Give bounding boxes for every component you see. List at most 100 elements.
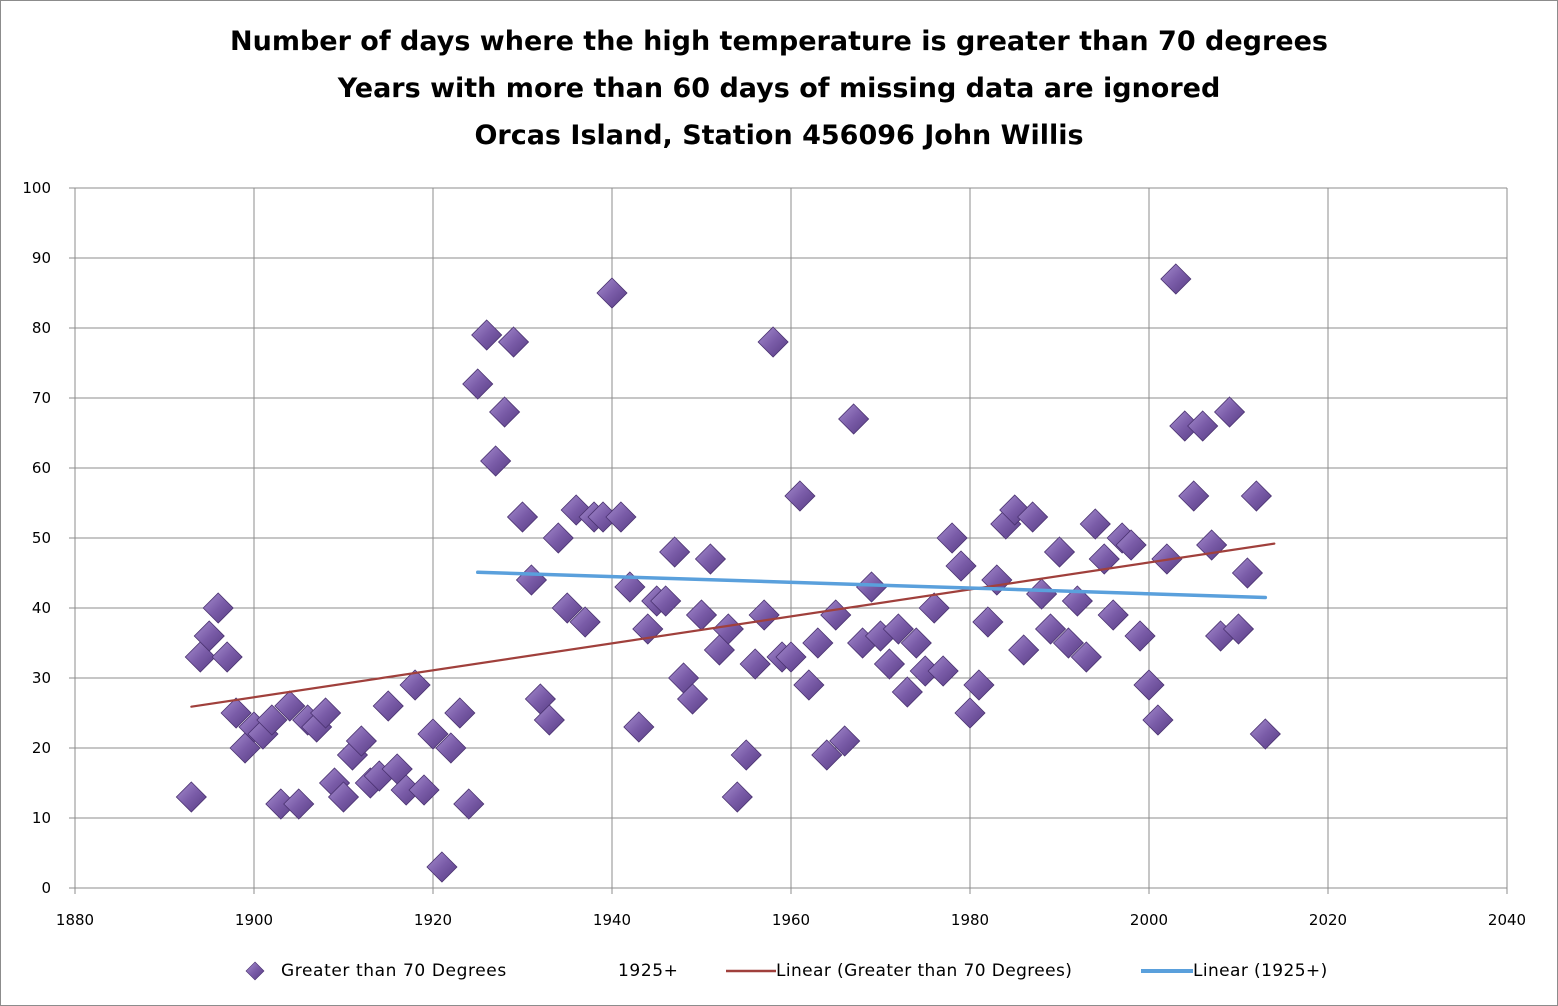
data-point (1026, 578, 1058, 610)
data-point (202, 592, 234, 624)
data-point (855, 571, 888, 603)
data-point (435, 732, 467, 764)
data-point (256, 704, 288, 736)
data-point (1222, 613, 1255, 645)
x-tick-label: 2020 (1309, 911, 1347, 929)
data-point (372, 690, 404, 722)
y-tick-label: 50 (32, 529, 51, 547)
data-point (1088, 543, 1120, 575)
data-point (936, 522, 968, 554)
y-tick-label: 70 (32, 389, 51, 407)
data-point (1079, 508, 1111, 540)
data-point (614, 571, 646, 603)
data-point (918, 592, 950, 624)
data-point (685, 599, 718, 631)
data-point (551, 592, 583, 624)
data-point (489, 396, 521, 428)
legend-item-1925-plus: 1925+ (618, 956, 679, 986)
data-point (1213, 396, 1246, 428)
chart-title-line-3: Orcas Island, Station 456096 John Willis (474, 120, 1084, 151)
y-tick-label: 40 (32, 599, 51, 617)
chart-title-line-2: Years with more than 60 days of missing … (337, 73, 1221, 104)
data-point (462, 368, 494, 400)
data-point (1249, 718, 1281, 750)
data-point (972, 606, 1004, 638)
data-point (1124, 620, 1156, 652)
data-point (1187, 410, 1219, 442)
y-tick-label: 80 (32, 319, 51, 337)
data-point (506, 501, 539, 533)
data-point (900, 627, 932, 659)
data-point (820, 599, 852, 631)
legend-label: 1925+ (618, 961, 679, 981)
data-point (1034, 613, 1067, 645)
data-points (175, 263, 1281, 883)
data-point (659, 536, 691, 568)
data-point (802, 627, 834, 659)
data-point (569, 606, 601, 638)
data-point (1097, 599, 1129, 631)
data-point (748, 599, 780, 631)
data-point (542, 522, 574, 554)
data-point (1115, 529, 1147, 561)
data-point (274, 690, 306, 722)
legend-line-icon (1141, 969, 1193, 973)
data-point (757, 326, 789, 358)
legend-label: Greater than 70 Degrees (281, 961, 507, 981)
data-point (1052, 627, 1085, 659)
data-point (471, 319, 503, 351)
chart-title: Number of days where the high temperatur… (0, 18, 1558, 159)
data-point (480, 445, 512, 477)
data-point (811, 739, 843, 771)
data-point (426, 851, 458, 883)
data-point (882, 613, 914, 645)
chart-title-line-1: Number of days where the high temperatur… (230, 26, 1328, 57)
legend-item-greater-than-70: Greater than 70 Degrees (243, 956, 507, 986)
data-point (829, 725, 861, 757)
data-point (596, 277, 628, 309)
y-tick-label: 60 (32, 459, 51, 477)
y-tick-label: 10 (32, 809, 51, 827)
x-axis-ticks: 1880 1900 1920 1940 1960 1980 2000 2020 2040 (56, 911, 1526, 929)
trendlines (190, 542, 1276, 708)
data-point (453, 788, 485, 820)
data-point (784, 480, 816, 512)
data-point (963, 669, 995, 701)
data-point (623, 711, 655, 743)
y-tick-label: 100 (22, 179, 51, 197)
trendline-1925-plus (476, 570, 1268, 600)
data-point (927, 655, 959, 687)
data-point (1008, 634, 1040, 666)
data-point (721, 781, 753, 813)
data-point (605, 501, 637, 533)
data-point (1133, 669, 1165, 701)
data-point (1142, 704, 1174, 736)
data-point (175, 781, 207, 813)
data-point (515, 564, 548, 596)
x-tick-label: 2000 (1130, 911, 1168, 929)
data-point (676, 683, 709, 715)
data-point (1017, 501, 1049, 533)
data-point (220, 697, 252, 729)
legend-diamond-icon (245, 961, 265, 981)
y-tick-label: 20 (32, 739, 51, 757)
data-point (327, 781, 360, 813)
legend-label: Linear (Greater than 70 Degrees) (776, 961, 1073, 981)
legend-line-icon (726, 969, 776, 973)
data-point (408, 774, 440, 806)
data-point (1240, 480, 1272, 512)
x-tick-label: 1900 (235, 911, 273, 929)
x-tick-label: 1920 (414, 911, 452, 929)
y-tick-label: 0 (41, 879, 51, 897)
data-point (497, 326, 530, 358)
x-tick-label: 1960 (772, 911, 810, 929)
data-point (1043, 536, 1076, 568)
legend-label: Linear (1925+) (1193, 961, 1328, 981)
gridlines (69, 187, 1508, 894)
data-point (1070, 641, 1102, 673)
x-tick-label: 1880 (56, 911, 94, 929)
data-point (310, 697, 342, 729)
y-tick-label: 90 (32, 249, 51, 267)
legend: Greater than 70 Degrees 1925+ Linear (Gr… (0, 956, 1558, 986)
data-point (345, 725, 377, 757)
